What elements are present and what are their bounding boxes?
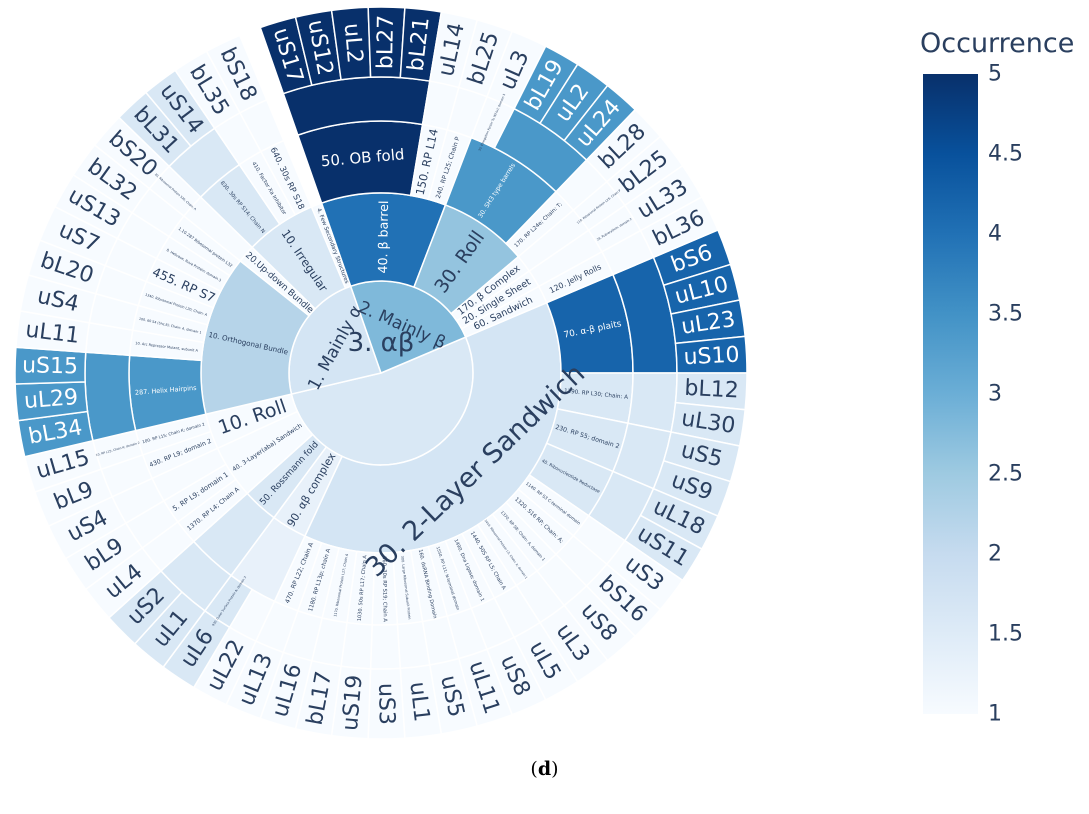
sector-label: uS10 bbox=[683, 343, 740, 371]
sector-label: 3. αβ bbox=[348, 328, 415, 358]
sector-label: bL27 bbox=[373, 15, 399, 70]
colorbar-tick: 4.5 bbox=[988, 141, 1023, 167]
sector-label: 1030. 50s RP L17; Chain A bbox=[357, 554, 369, 621]
sector-blank[interactable] bbox=[627, 372, 678, 433]
sector-label: bL12 bbox=[684, 376, 739, 404]
colorbar bbox=[923, 74, 978, 714]
sector-label: uS3 bbox=[373, 683, 399, 725]
sector-label: uL2 bbox=[339, 22, 367, 64]
sector-label: uL1 bbox=[404, 680, 433, 723]
sector-label: 300. Large Ribosomal Subunit Protein bbox=[400, 556, 411, 620]
sector-bl36[interactable] bbox=[639, 195, 719, 259]
colorbar-title: Occurrence bbox=[920, 28, 1075, 59]
sector-label: uL29 bbox=[23, 385, 79, 414]
sector-label: uS19 bbox=[338, 674, 368, 732]
sector-bs18[interactable] bbox=[205, 34, 268, 114]
colorbar-tick: 4 bbox=[988, 221, 1002, 247]
sector-label: 10. Arc Repressor Mutant, subunit A bbox=[135, 341, 199, 353]
sector-label: 40. β barrel bbox=[375, 200, 391, 273]
colorbar-tick: 2.5 bbox=[988, 461, 1023, 487]
colorbar-tick: 5 bbox=[988, 61, 1002, 87]
sector-blank[interactable] bbox=[369, 623, 402, 670]
sector-label: 860. 30s RP S19; Chain A bbox=[381, 556, 388, 622]
colorbar-tick: 1 bbox=[988, 701, 1002, 727]
sector-label: uS15 bbox=[22, 353, 78, 379]
sector-blank[interactable] bbox=[84, 351, 137, 442]
colorbar-tick: 1.5 bbox=[988, 621, 1023, 647]
colorbar-tick: 3 bbox=[988, 381, 1002, 407]
sector-label: bL21 bbox=[404, 16, 435, 73]
colorbar-tick: 2 bbox=[988, 541, 1002, 567]
colorbar-tick: 3.5 bbox=[988, 301, 1023, 327]
caption-letter: d bbox=[537, 758, 552, 780]
figure-caption: (d) bbox=[530, 758, 559, 780]
